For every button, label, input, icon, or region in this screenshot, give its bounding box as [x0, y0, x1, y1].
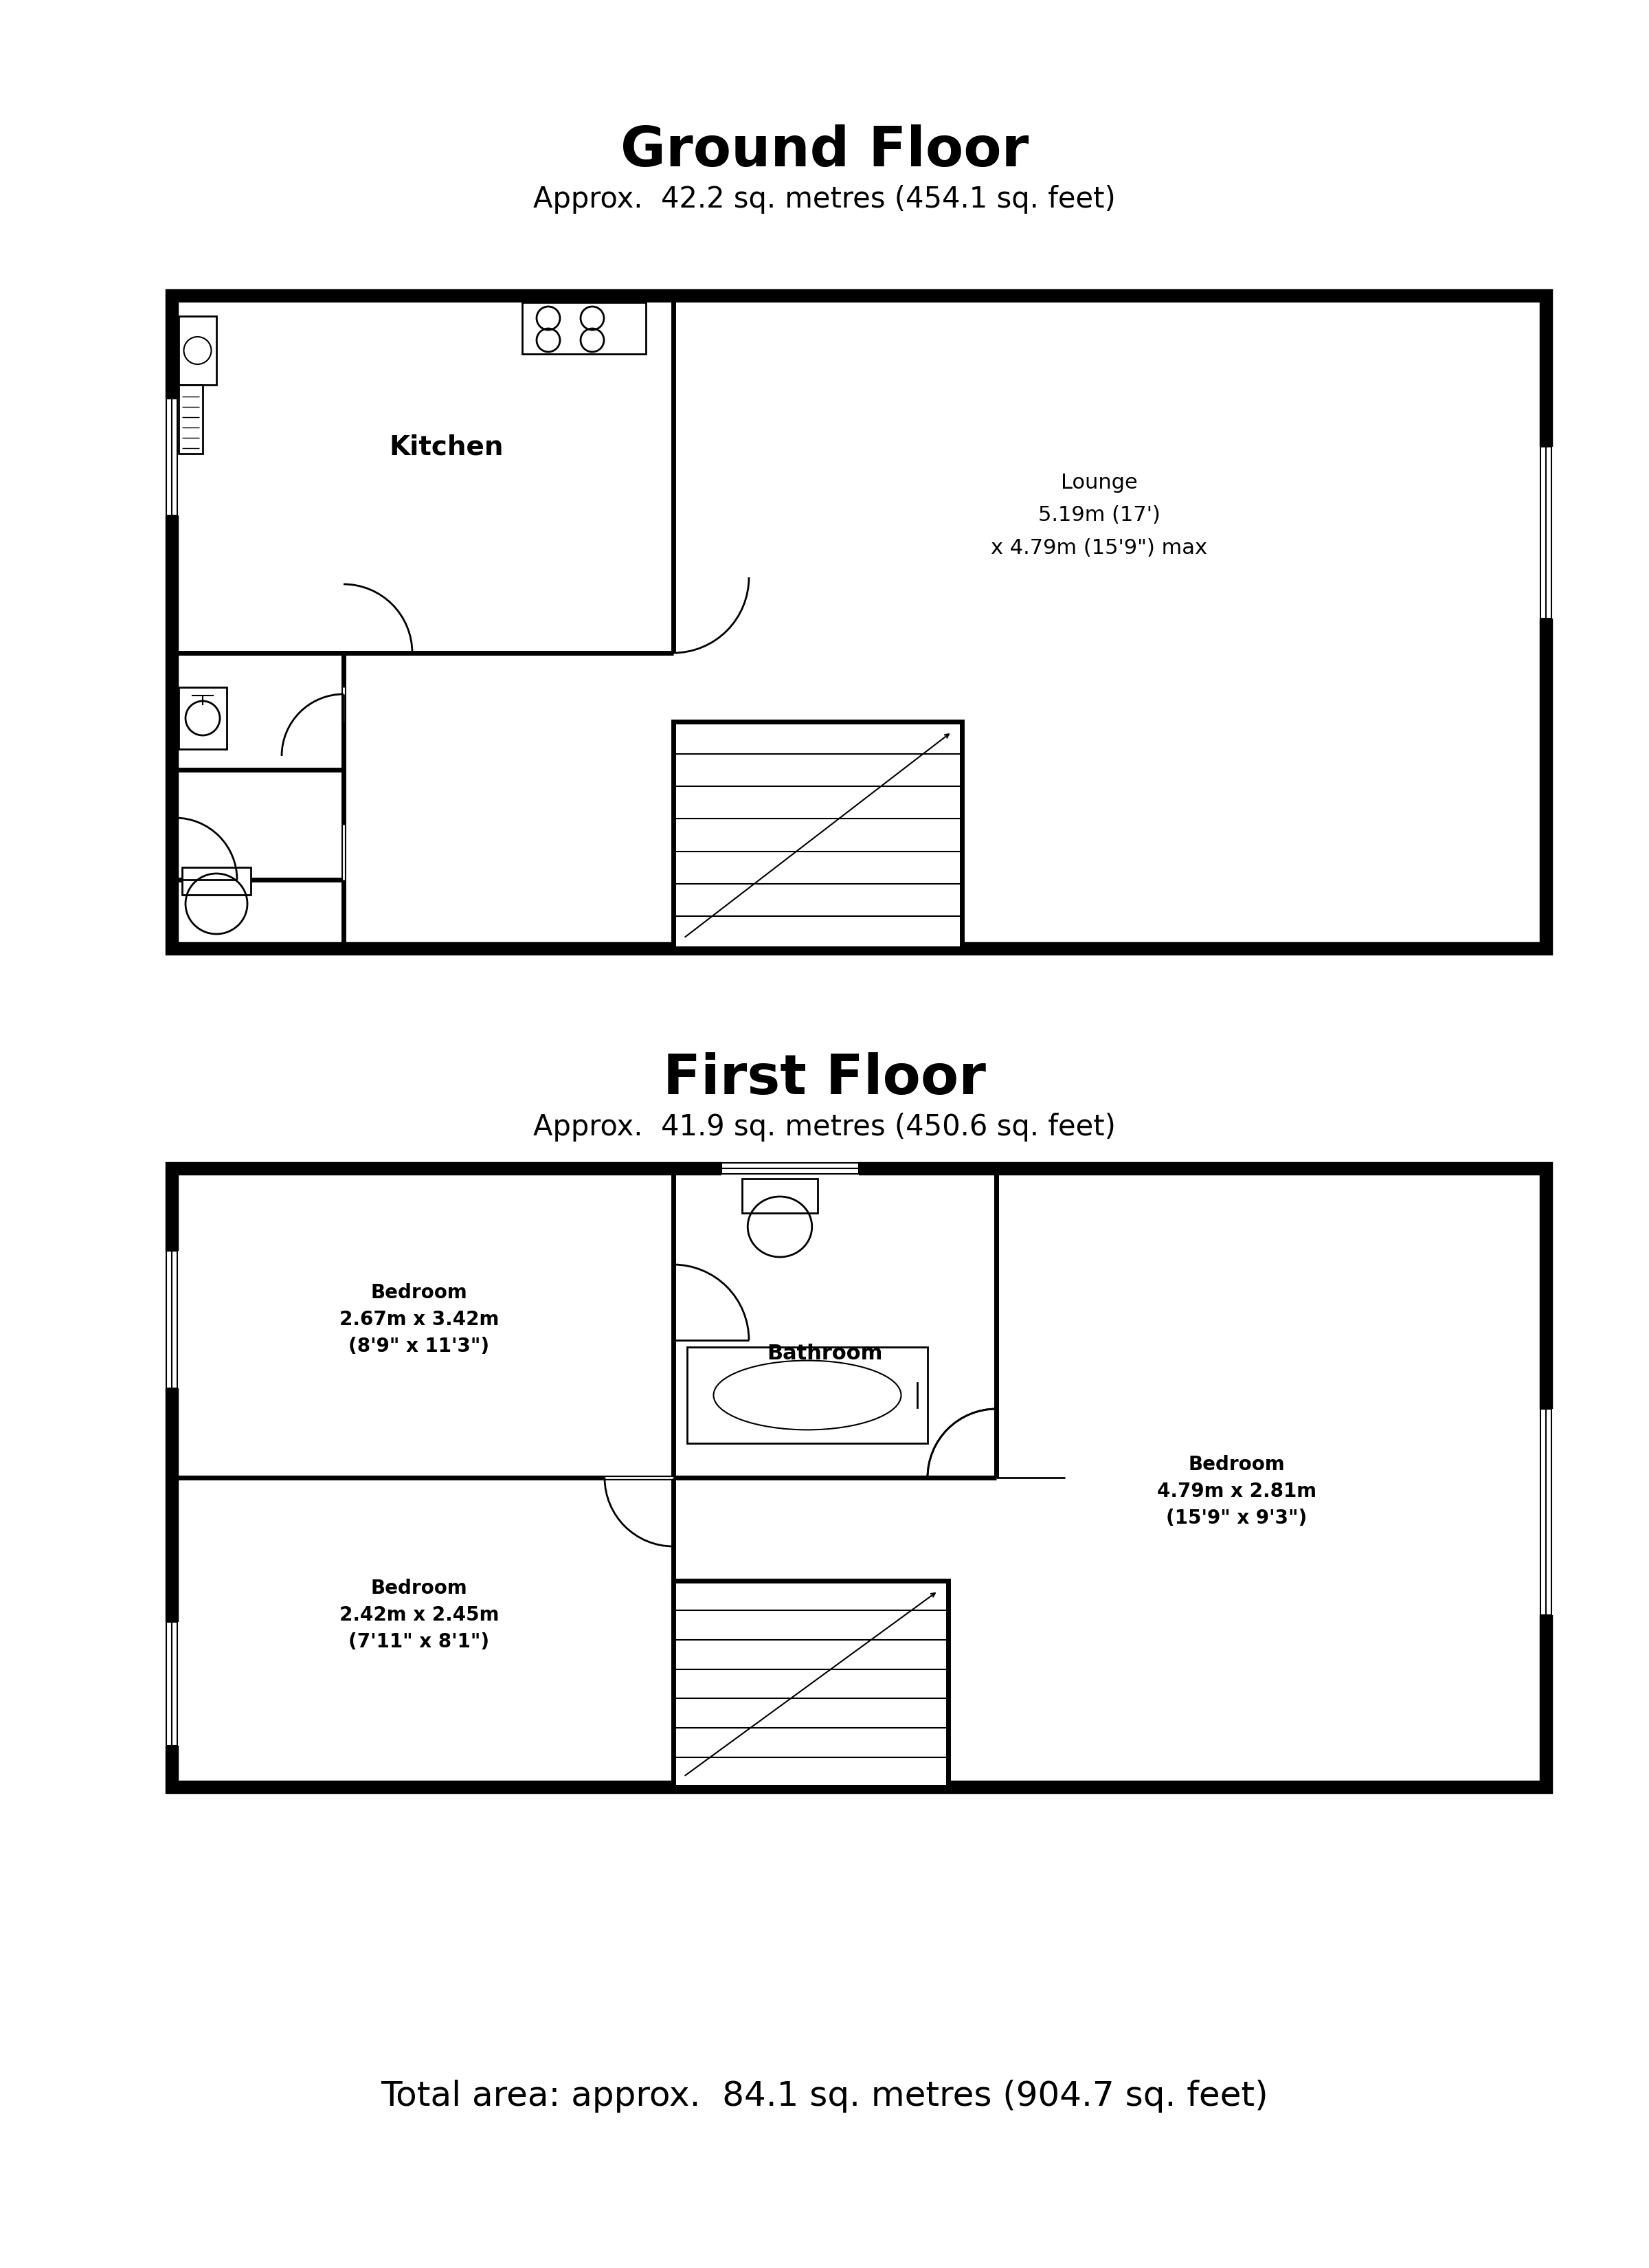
Text: Kitchen: Kitchen	[389, 433, 505, 460]
Bar	[178, 386, 203, 454]
Text: Approx.  42.2 sq. metres (454.1 sq. feet): Approx. 42.2 sq. metres (454.1 sq. feet)	[533, 186, 1116, 213]
Text: Approx.  41.9 sq. metres (450.6 sq. feet): Approx. 41.9 sq. metres (450.6 sq. feet)	[533, 1114, 1116, 1141]
Text: Bedroom
4.79m x 2.81m
(15'9" x 9'3"): Bedroom 4.79m x 2.81m (15'9" x 9'3")	[1158, 1456, 1316, 1529]
Text: Total area: approx.  84.1 sq. metres (904.7 sq. feet): Total area: approx. 84.1 sq. metres (904…	[381, 2080, 1268, 2114]
Bar	[178, 315, 216, 386]
Text: Bedroom
2.67m x 3.42m
(8'9" x 11'3"): Bedroom 2.67m x 3.42m (8'9" x 11'3")	[340, 1284, 500, 1356]
Bar	[171, 295, 1547, 948]
Bar	[742, 1179, 818, 1213]
Text: Ground Floor: Ground Floor	[620, 125, 1029, 177]
Bar	[673, 1581, 948, 1787]
Bar	[523, 302, 646, 354]
Text: Lounge
5.19m (17')
x 4.79m (15'9") max: Lounge 5.19m (17') x 4.79m (15'9") max	[991, 474, 1207, 558]
Text: Bedroom
2.42m x 2.45m
(7'11" x 8'1"): Bedroom 2.42m x 2.45m (7'11" x 8'1")	[340, 1579, 500, 1651]
Bar	[181, 866, 251, 896]
Text: Bathroom: Bathroom	[767, 1345, 882, 1363]
Bar	[673, 721, 961, 948]
Bar	[178, 687, 228, 748]
Bar	[171, 1168, 1547, 1787]
Bar	[688, 1347, 927, 1442]
Text: First Floor: First Floor	[663, 1052, 986, 1107]
